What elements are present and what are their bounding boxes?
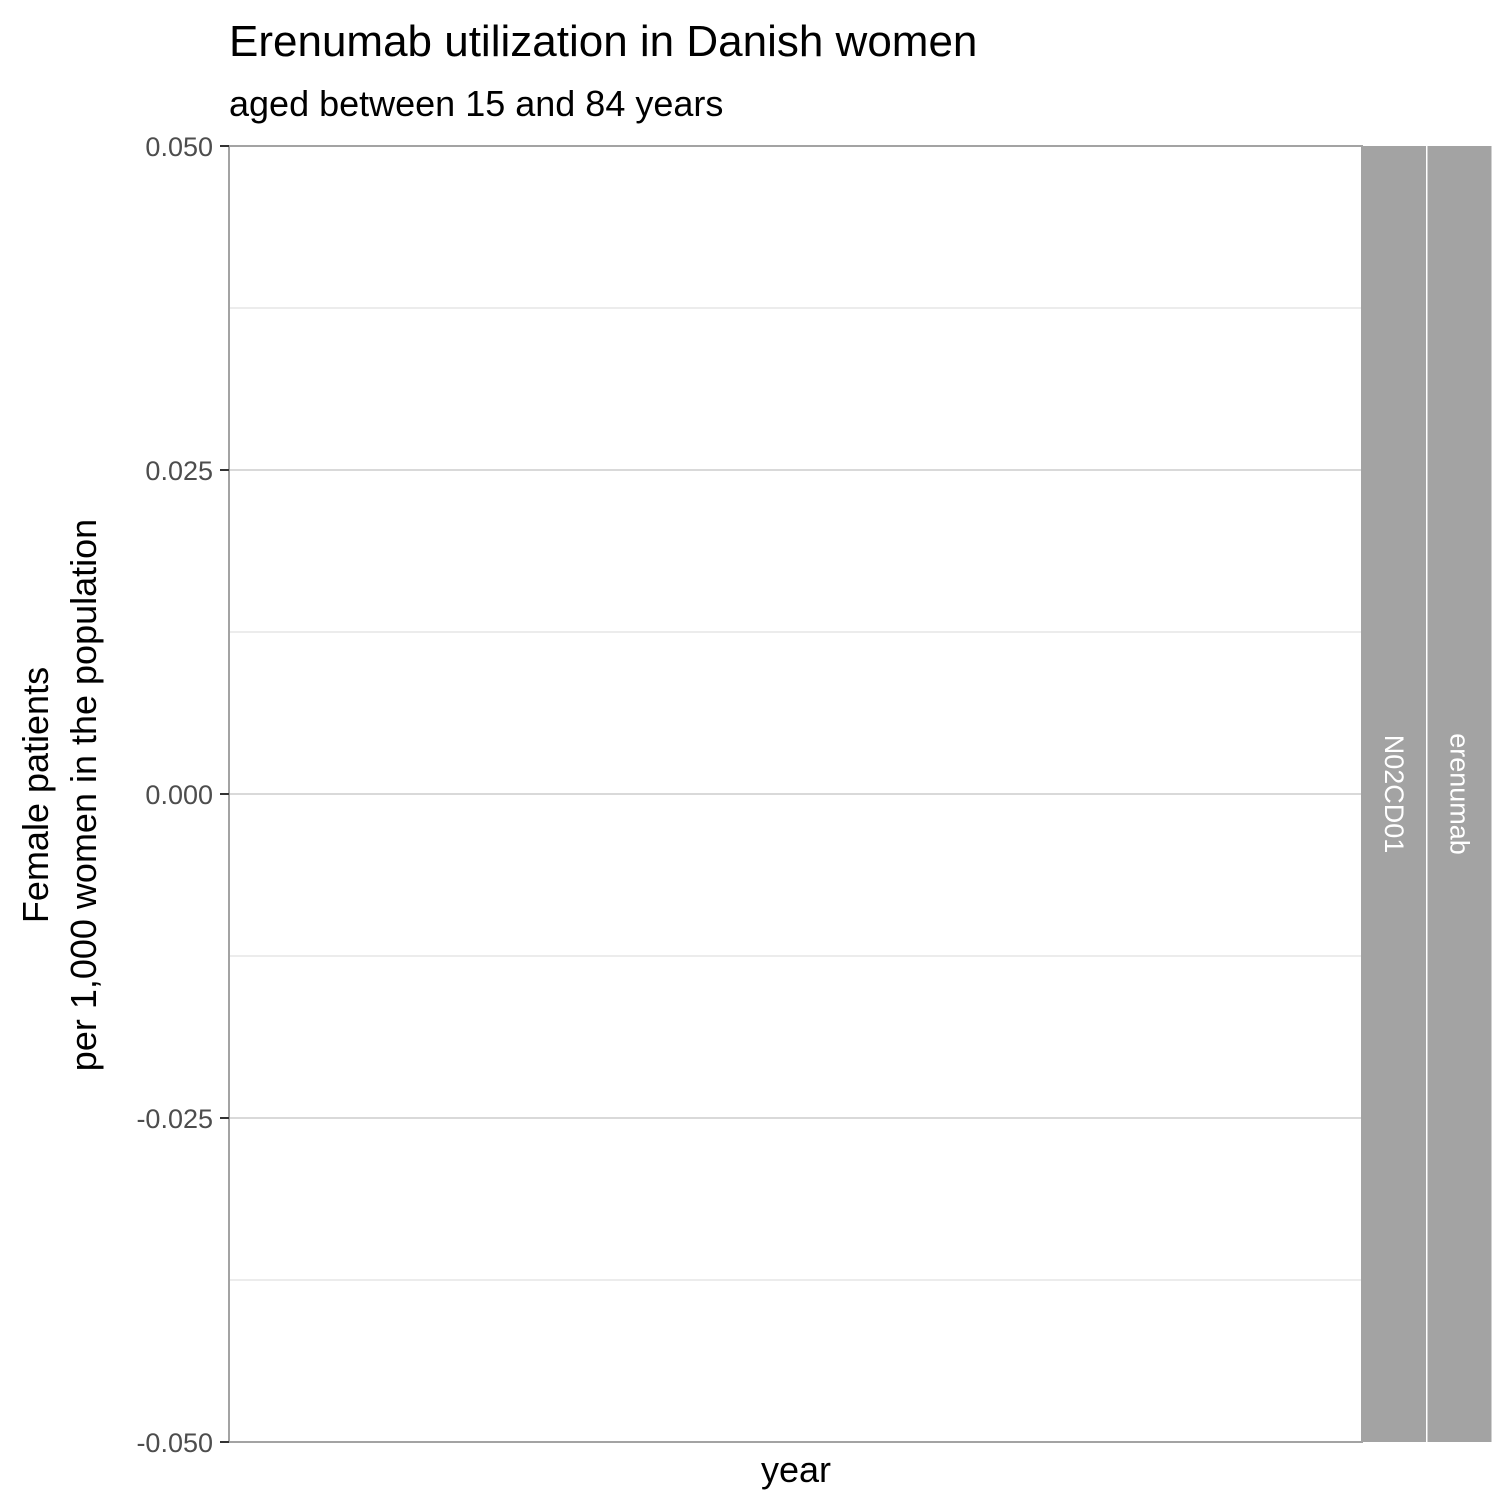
y-axis-title-line-1: Female patients <box>15 667 56 923</box>
facet-strip-label: N02CD01 <box>1379 735 1409 854</box>
y-tick-label: 0.000 <box>145 780 213 810</box>
chart-title: Erenumab utilization in Danish women <box>229 17 977 66</box>
y-axis-title-line-2: per 1,000 women in the population <box>63 519 104 1071</box>
y-axis: -0.050 -0.025 0.000 0.025 0.050 <box>136 132 229 1458</box>
facet-strip <box>1362 146 1426 1442</box>
y-tick-label: 0.025 <box>145 456 213 486</box>
facet-strips: N02CD01 erenumab <box>1362 146 1492 1442</box>
facet-strip-label: erenumab <box>1445 733 1475 855</box>
x-axis-title: year <box>761 1449 831 1490</box>
y-tick-label: -0.025 <box>136 1104 213 1134</box>
facet-strip <box>1427 146 1492 1442</box>
chart-subtitle: aged between 15 and 84 years <box>229 83 723 124</box>
y-tick-label: -0.050 <box>136 1428 213 1458</box>
y-tick-label: 0.050 <box>145 132 213 162</box>
grid <box>229 145 1362 1443</box>
